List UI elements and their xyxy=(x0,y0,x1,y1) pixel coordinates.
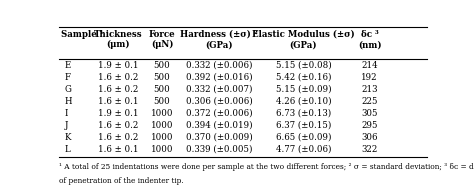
Text: 0.306 (±0.006): 0.306 (±0.006) xyxy=(186,97,253,106)
Text: 295: 295 xyxy=(361,121,378,130)
Text: 213: 213 xyxy=(361,85,378,94)
Text: 305: 305 xyxy=(361,109,378,118)
Text: 0.372 (±0.006): 0.372 (±0.006) xyxy=(186,109,252,118)
Text: 4.26 (±0.10): 4.26 (±0.10) xyxy=(276,97,331,106)
Text: I: I xyxy=(65,109,68,118)
Text: 4.77 (±0.06): 4.77 (±0.06) xyxy=(276,145,331,154)
Text: 322: 322 xyxy=(362,145,378,154)
Text: L: L xyxy=(65,145,71,154)
Text: 192: 192 xyxy=(361,73,378,82)
Text: 1.6 ± 0.2: 1.6 ± 0.2 xyxy=(98,73,138,82)
Text: 6.65 (±0.09): 6.65 (±0.09) xyxy=(276,133,331,142)
Text: Thickness
(μm): Thickness (μm) xyxy=(94,30,142,49)
Text: 1.6 ± 0.2: 1.6 ± 0.2 xyxy=(98,121,138,130)
Text: 1.6 ± 0.1: 1.6 ± 0.1 xyxy=(98,145,138,154)
Text: 500: 500 xyxy=(154,85,171,94)
Text: 500: 500 xyxy=(154,97,171,106)
Text: 6.73 (±0.13): 6.73 (±0.13) xyxy=(276,109,331,118)
Text: ¹ A total of 25 indentations were done per sample at the two different forces; ²: ¹ A total of 25 indentations were done p… xyxy=(59,163,474,171)
Text: 1.6 ± 0.2: 1.6 ± 0.2 xyxy=(98,85,138,94)
Text: 214: 214 xyxy=(361,61,378,70)
Text: 1000: 1000 xyxy=(151,133,173,142)
Text: J: J xyxy=(65,121,68,130)
Text: Elastic Modulus (±σ)
(GPa): Elastic Modulus (±σ) (GPa) xyxy=(252,30,355,49)
Text: K: K xyxy=(65,133,71,142)
Text: δᴄ ³
(nm): δᴄ ³ (nm) xyxy=(358,30,382,49)
Text: 5.15 (±0.09): 5.15 (±0.09) xyxy=(276,85,331,94)
Text: 1.9 ± 0.1: 1.9 ± 0.1 xyxy=(98,61,138,70)
Text: 500: 500 xyxy=(154,61,171,70)
Text: Sample ¹: Sample ¹ xyxy=(61,30,104,39)
Text: 225: 225 xyxy=(361,97,378,106)
Text: 6.37 (±0.15): 6.37 (±0.15) xyxy=(276,121,331,130)
Text: 0.370 (±0.009): 0.370 (±0.009) xyxy=(186,133,253,142)
Text: G: G xyxy=(65,85,72,94)
Text: H: H xyxy=(65,97,72,106)
Text: 0.332 (±0.007): 0.332 (±0.007) xyxy=(186,85,252,94)
Text: 0.394 (±0.019): 0.394 (±0.019) xyxy=(186,121,252,130)
Text: 306: 306 xyxy=(361,133,378,142)
Text: 5.15 (±0.08): 5.15 (±0.08) xyxy=(276,61,331,70)
Text: 0.332 (±0.006): 0.332 (±0.006) xyxy=(186,61,252,70)
Text: 1000: 1000 xyxy=(151,121,173,130)
Text: 1.6 ± 0.1: 1.6 ± 0.1 xyxy=(98,97,138,106)
Text: Hardness (±σ) ²
(GPa): Hardness (±σ) ² (GPa) xyxy=(180,30,258,49)
Text: Force
(μN): Force (μN) xyxy=(149,30,175,49)
Text: E: E xyxy=(65,61,71,70)
Text: 5.42 (±0.16): 5.42 (±0.16) xyxy=(276,73,331,82)
Text: 0.339 (±0.005): 0.339 (±0.005) xyxy=(186,145,252,154)
Text: 1.6 ± 0.2: 1.6 ± 0.2 xyxy=(98,133,138,142)
Text: of penetration of the indenter tip.: of penetration of the indenter tip. xyxy=(59,177,184,185)
Text: 1000: 1000 xyxy=(151,145,173,154)
Text: 500: 500 xyxy=(154,73,171,82)
Text: 1000: 1000 xyxy=(151,109,173,118)
Text: F: F xyxy=(65,73,71,82)
Text: 1.9 ± 0.1: 1.9 ± 0.1 xyxy=(98,109,138,118)
Text: 0.392 (±0.016): 0.392 (±0.016) xyxy=(186,73,252,82)
